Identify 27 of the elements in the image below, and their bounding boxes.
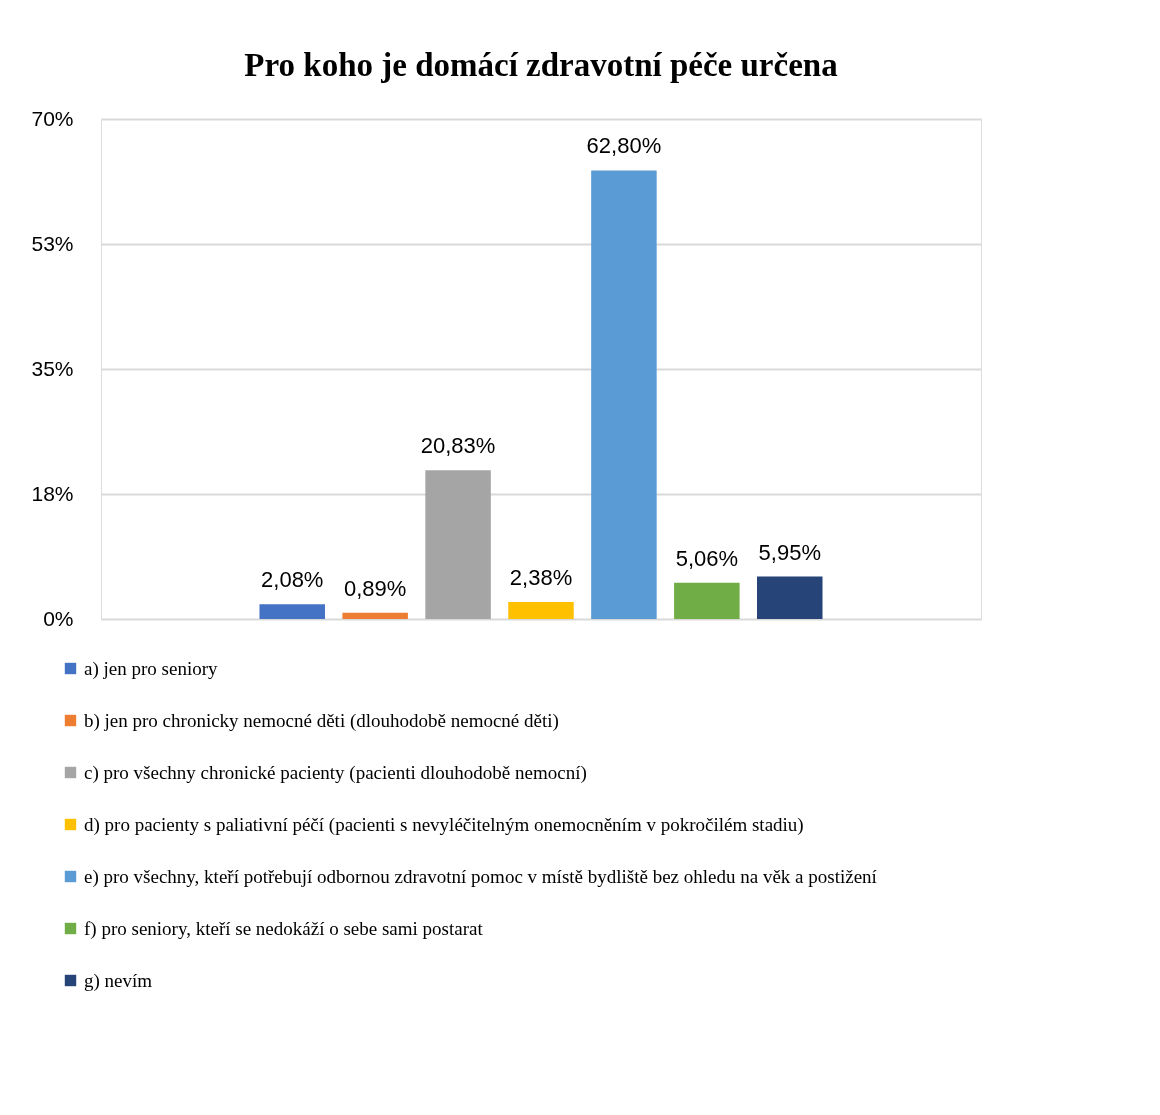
bar xyxy=(591,170,657,619)
bar xyxy=(425,470,491,619)
legend-label: f) pro seniory, kteří se nedokáží o sebe sami postarat xyxy=(84,917,484,940)
bar xyxy=(757,576,823,619)
y-tick-label: 35% xyxy=(31,356,74,380)
legend-label: e) pro všechny, kteří potřebují odbornou zdravotní pomoc v místě bydliště bez ohledu na věk a postižení xyxy=(84,865,878,888)
legend-label: b) jen pro chronicky nemocné děti (dlouhodobě nemocné děti) xyxy=(84,709,559,732)
bar xyxy=(674,582,740,619)
y-tick-label: 18% xyxy=(31,481,74,505)
bar xyxy=(342,612,408,619)
data-label: 5,06% xyxy=(675,545,739,571)
y-tick-label: 0% xyxy=(43,606,74,630)
data-label: 5,95% xyxy=(758,539,821,565)
data-label: 0,89% xyxy=(343,575,407,601)
legend-label: c) pro všechny chronické pacienty (pacienti dlouhodobě nemocní) xyxy=(84,761,587,784)
data-label: 62,80% xyxy=(586,133,662,159)
bar xyxy=(508,602,574,619)
data-label: 20,83% xyxy=(420,433,496,459)
data-label: 2,08% xyxy=(261,567,324,593)
chart-title: Pro koho je domácí zdravotní péče určena xyxy=(244,47,838,83)
legend-label: a) jen pro seniory xyxy=(84,657,218,680)
legend-label: d) pro pacienty s paliativní péčí (pacienti s nevyléčitelným onemocněním v pokročilém stadiu) xyxy=(84,813,804,836)
data-label: 2,38% xyxy=(509,565,573,590)
y-tick-label: 70% xyxy=(31,106,74,130)
y-tick-label: 53% xyxy=(31,231,74,255)
legend-label: g) nevím xyxy=(84,969,153,992)
bar xyxy=(259,604,325,619)
